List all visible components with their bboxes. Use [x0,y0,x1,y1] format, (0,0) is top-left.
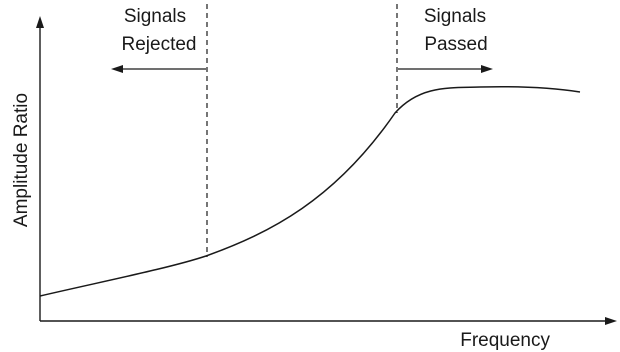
signals-passed-label-line1: Signals [424,6,486,27]
y-axis [36,16,44,321]
response-curve [39,85,581,297]
signals-rejected-label-line1: Signals [124,6,186,27]
signals-passed-label-line2: Passed [424,34,487,55]
y-axis-label: Amplitude Ratio [11,93,32,227]
signals-rejected-label-line2: Rejected [122,34,197,55]
x-axis-label: Frequency [460,330,550,351]
signals-rejected-annotation: Signals Rejected [111,6,206,73]
left-arrow-icon [111,65,206,73]
signals-passed-annotation: Signals Passed [398,6,493,73]
x-axis [40,317,617,325]
right-arrow-icon [398,65,493,73]
